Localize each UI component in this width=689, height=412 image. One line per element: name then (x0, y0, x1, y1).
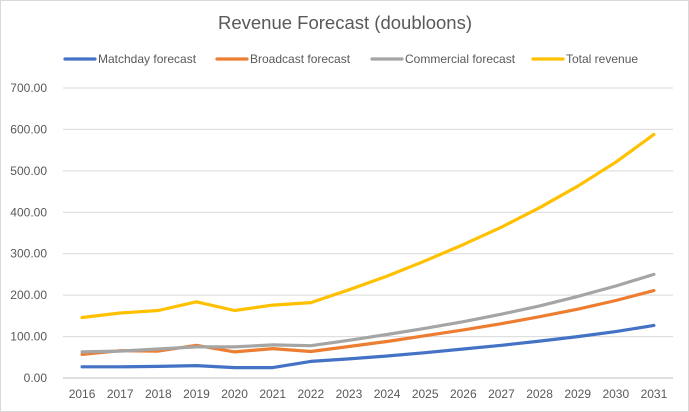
x-tick-label: 2024 (374, 387, 401, 401)
x-tick-label: 2023 (336, 387, 363, 401)
x-tick-label: 2026 (450, 387, 477, 401)
series-line-commercial-forecast (80, 272, 656, 354)
series-lines (80, 132, 656, 370)
x-tick-label: 2018 (145, 387, 172, 401)
legend-label-commercial-forecast: Commercial forecast (405, 52, 516, 66)
x-tick-label: 2019 (183, 387, 210, 401)
x-axis: 2016 2017 2018 2019 2020 2021 2022 2023 2024 2025… (63, 377, 673, 401)
x-tick-label: 2022 (297, 387, 324, 401)
x-tick-label: 2028 (526, 387, 553, 401)
x-tick-label: 2027 (488, 387, 515, 401)
y-tick-label: 200.00 (10, 288, 47, 302)
x-tick-label: 2021 (259, 387, 286, 401)
x-tick-label: 2017 (107, 387, 134, 401)
gridlines (63, 87, 673, 338)
y-tick-label: 0.00 (24, 371, 48, 385)
legend-label-matchday-forecast: Matchday forecast (98, 52, 197, 66)
y-tick-label: 600.00 (10, 122, 47, 136)
y-tick-label: 100.00 (10, 330, 47, 344)
x-tick-label: 2025 (412, 387, 439, 401)
x-tick-label: 2029 (564, 387, 591, 401)
series-line-total-revenue (80, 132, 656, 320)
legend-label-broadcast-forecast: Broadcast forecast (250, 52, 351, 66)
x-tick-label: 2016 (69, 387, 96, 401)
series-line-matchday-forecast (80, 323, 656, 370)
y-tick-label: 500.00 (10, 164, 47, 178)
y-tick-label: 400.00 (10, 205, 47, 219)
x-tick-label: 2031 (641, 387, 668, 401)
legend: Matchday forecast Broadcast forecast Comme… (63, 52, 638, 66)
chart-title: Revenue Forecast (doubloons) (218, 12, 472, 33)
y-axis: 0.00 100.00 200.00 300.00 400.00 500.00 600.00… (10, 81, 47, 385)
y-tick-label: 300.00 (10, 247, 47, 261)
y-tick-label: 700.00 (10, 81, 47, 95)
legend-label-total-revenue: Total revenue (566, 52, 638, 66)
x-tick-label: 2030 (602, 387, 629, 401)
x-tick-label: 2020 (221, 387, 248, 401)
